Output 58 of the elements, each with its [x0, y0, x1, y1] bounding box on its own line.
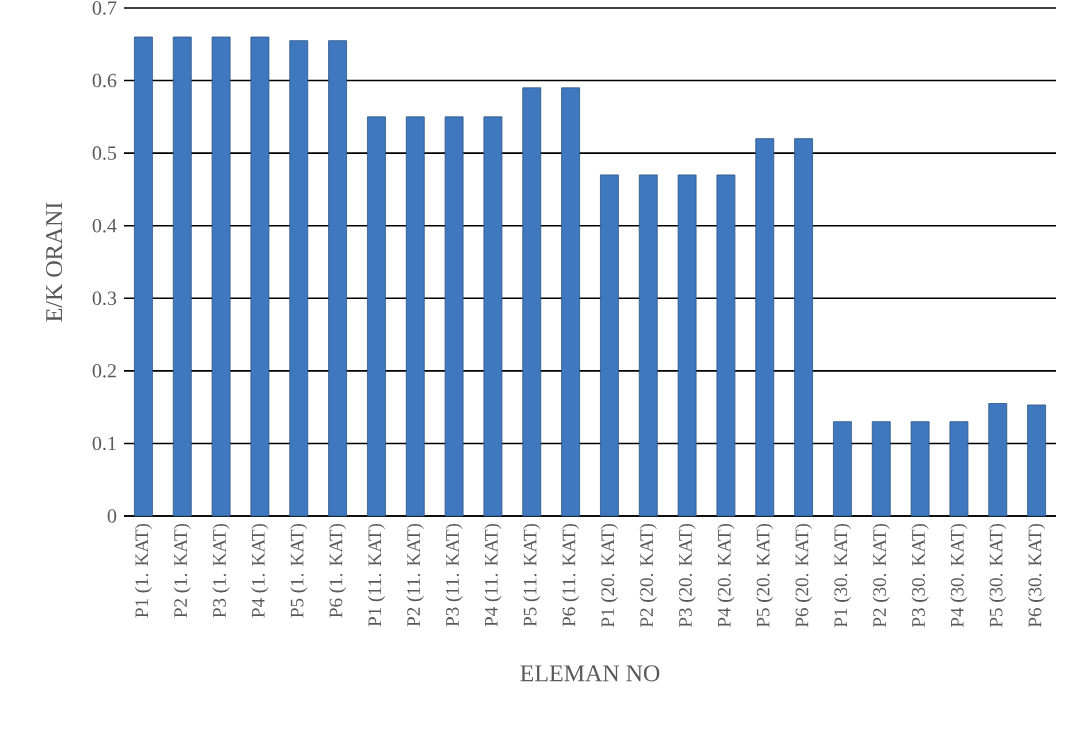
bar [716, 174, 736, 517]
x-tick-label: P4 (20. KAT) [717, 523, 735, 628]
bar [600, 174, 619, 517]
bar [172, 36, 192, 517]
bar [638, 174, 658, 517]
y-tick-label: 0.5 [92, 146, 117, 160]
bar [1027, 404, 1046, 517]
bar [677, 174, 697, 517]
bar [211, 36, 231, 517]
bar [134, 36, 153, 517]
x-tick-label: P3 (20. KAT) [678, 523, 696, 628]
bar [367, 116, 386, 517]
bar [328, 40, 347, 517]
x-tick-label: P2 (20. KAT) [639, 523, 657, 628]
bar [910, 421, 930, 517]
y-axis-title: E/K ORANI [46, 202, 63, 322]
bar [522, 87, 542, 517]
x-tick-label: P2 (1. KAT) [173, 523, 191, 618]
x-tick-label: P1 (30. KAT) [833, 523, 852, 628]
x-tick-label: P5 (20. KAT) [756, 523, 774, 628]
bar [444, 116, 464, 517]
bar [483, 116, 503, 517]
x-tick-label: P6 (11. KAT) [561, 523, 580, 627]
bar [833, 421, 852, 517]
bar [250, 36, 270, 517]
x-tick-label: P1 (20. KAT) [600, 523, 619, 628]
y-tick-label: 0.4 [92, 218, 117, 233]
y-tick-label: 0.2 [92, 364, 116, 378]
y-tick-label: 0 [107, 509, 117, 523]
bar [289, 40, 309, 517]
bar [949, 421, 969, 517]
y-tick-label: 0.1 [92, 436, 116, 451]
x-tick-label: P6 (30. KAT) [1027, 523, 1046, 628]
bar [561, 87, 580, 517]
x-tick-label: P1 (11. KAT) [367, 523, 386, 627]
x-tick-label: P6 (1. KAT) [328, 523, 347, 618]
x-tick-label: P3 (30. KAT) [911, 523, 929, 628]
x-tick-label: P3 (1. KAT) [212, 523, 230, 618]
x-tick-label: P4 (11. KAT) [484, 523, 502, 627]
bar [988, 403, 1008, 517]
y-tick-label: 0.7 [92, 1, 117, 15]
x-tick-label: P4 (30. KAT) [950, 523, 968, 628]
y-tick-label: 0.3 [92, 291, 117, 306]
y-tick-label: 0.6 [92, 73, 117, 88]
x-tick-label: P5 (1. KAT) [290, 523, 308, 618]
x-tick-label: P6 (20. KAT) [794, 523, 813, 628]
x-tick-label: P5 (30. KAT) [989, 523, 1007, 628]
x-axis-title: ELEMAN NO [520, 665, 660, 682]
x-tick-label: P3 (11. KAT) [445, 523, 463, 627]
bar [755, 138, 775, 517]
x-tick-label: P2 (30. KAT) [872, 523, 890, 628]
x-tick-label: P5 (11. KAT) [523, 523, 541, 627]
bar [871, 421, 891, 517]
bar [405, 116, 425, 517]
x-tick-label: P4 (1. KAT) [251, 523, 269, 618]
x-tick-label: P2 (11. KAT) [406, 523, 424, 627]
x-tick-label: P1 (1. KAT) [134, 523, 153, 618]
bar [794, 138, 813, 517]
